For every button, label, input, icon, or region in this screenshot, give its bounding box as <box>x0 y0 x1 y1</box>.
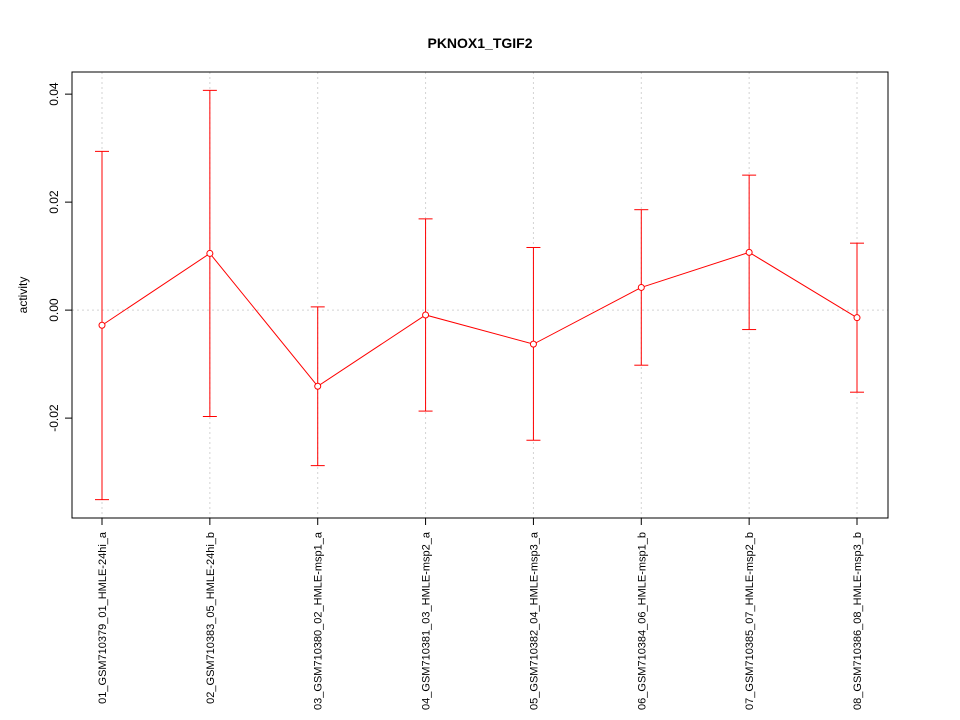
plot-area <box>95 89 864 501</box>
grid <box>72 72 888 518</box>
data-point <box>637 283 645 291</box>
data-point <box>98 321 106 329</box>
plot-frame <box>71 71 889 519</box>
x-tick-label: 06_GSM710384_06_HMLE-msp1_b <box>636 532 648 710</box>
data-point <box>529 340 537 348</box>
data-point <box>206 249 214 257</box>
x-tick-label: 04_GSM710381_03_HMLE-msp2_a <box>421 531 433 710</box>
x-tick-label: 01_GSM710379_01_HMLE-24hi_a <box>97 531 109 704</box>
y-tick-label: 0.02 <box>47 190 61 214</box>
x-tick-label: 05_GSM710382_04_HMLE-msp3_a <box>528 531 540 710</box>
y-tick-label: 0.04 <box>47 82 61 106</box>
data-point <box>853 314 861 322</box>
axes: -0.02 0.00 0.02 0.04 01_GSM710379_01_HMLE-24… <box>47 82 864 710</box>
x-tick-label: 07_GSM710385_07_HMLE-msp2_b <box>744 532 756 710</box>
series-line <box>101 251 858 387</box>
chart-title: PKNOX1_TGIF2 <box>427 35 532 51</box>
data-point <box>314 382 322 390</box>
data-point <box>745 248 753 256</box>
x-tick-label: 03_GSM710380_02_HMLE-msp1_a <box>313 531 325 710</box>
x-tick-label: 08_GSM710386_08_HMLE-msp3_b <box>852 532 864 710</box>
x-tick-label: 02_GSM710383_05_HMLE-24hi_b <box>205 532 217 704</box>
data-point <box>422 311 430 319</box>
y-tick-label: -0.02 <box>47 404 61 432</box>
y-axis-label: activity <box>16 277 30 314</box>
y-tick-label: 0.00 <box>47 298 61 322</box>
